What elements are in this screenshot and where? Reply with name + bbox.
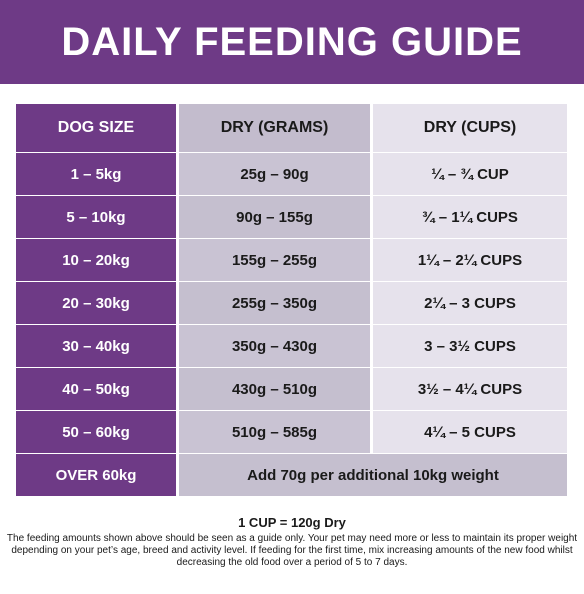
dog-size-cell: 1 – 5kg: [16, 153, 179, 195]
grams-cell: 90g – 155g: [179, 196, 373, 238]
cups-cell: 4¼ – 5 CUPS: [373, 411, 567, 453]
table-row-over-60kg: OVER 60kg Add 70g per additional 10kg we…: [16, 454, 567, 496]
dog-size-cell: 10 – 20kg: [16, 239, 179, 281]
cups-cell: 1¼ – 2¼ CUPS: [373, 239, 567, 281]
cup-conversion: 1 CUP = 120g Dry: [238, 515, 346, 530]
title-banner: DAILY FEEDING GUIDE: [0, 0, 584, 84]
grams-cell: 510g – 585g: [179, 411, 373, 453]
grams-cell: 25g – 90g: [179, 153, 373, 195]
table-row: 40 – 50kg 430g – 510g 3½ – 4¼ CUPS: [16, 368, 567, 410]
dog-size-cell: 30 – 40kg: [16, 325, 179, 367]
additional-weight-note: Add 70g per additional 10kg weight: [179, 454, 567, 496]
dog-size-cell: 40 – 50kg: [16, 368, 179, 410]
table-row: 20 – 30kg 255g – 350g 2¼ – 3 CUPS: [16, 282, 567, 324]
cups-cell: 3½ – 4¼ CUPS: [373, 368, 567, 410]
feeding-disclaimer: The feeding amounts shown above should b…: [6, 533, 578, 568]
header-dry-grams: DRY (GRAMS): [179, 104, 373, 152]
table-row: 30 – 40kg 350g – 430g 3 – 3½ CUPS: [16, 325, 567, 367]
footer: 1 CUP = 120g Dry The feeding amounts sho…: [0, 515, 584, 569]
dog-size-cell: 5 – 10kg: [16, 196, 179, 238]
grams-cell: 430g – 510g: [179, 368, 373, 410]
dog-size-cell: 20 – 30kg: [16, 282, 179, 324]
page-title: DAILY FEEDING GUIDE: [61, 19, 523, 64]
cups-cell: 3 – 3½ CUPS: [373, 325, 567, 367]
feeding-table: DOG SIZE DRY (GRAMS) DRY (CUPS) 1 – 5kg …: [16, 104, 567, 496]
dog-size-cell: OVER 60kg: [16, 454, 179, 496]
dog-size-cell: 50 – 60kg: [16, 411, 179, 453]
header-dog-size: DOG SIZE: [16, 104, 179, 152]
grams-cell: 255g – 350g: [179, 282, 373, 324]
table-row: 5 – 10kg 90g – 155g ¾ – 1¼ CUPS: [16, 196, 567, 238]
table-header-row: DOG SIZE DRY (GRAMS) DRY (CUPS): [16, 104, 567, 152]
table-row: 1 – 5kg 25g – 90g ¼ – ¾ CUP: [16, 153, 567, 195]
grams-cell: 155g – 255g: [179, 239, 373, 281]
cups-cell: ¾ – 1¼ CUPS: [373, 196, 567, 238]
cups-cell: 2¼ – 3 CUPS: [373, 282, 567, 324]
table-row: 50 – 60kg 510g – 585g 4¼ – 5 CUPS: [16, 411, 567, 453]
header-dry-cups: DRY (CUPS): [373, 104, 567, 152]
grams-cell: 350g – 430g: [179, 325, 373, 367]
table-row: 10 – 20kg 155g – 255g 1¼ – 2¼ CUPS: [16, 239, 567, 281]
cups-cell: ¼ – ¾ CUP: [373, 153, 567, 195]
